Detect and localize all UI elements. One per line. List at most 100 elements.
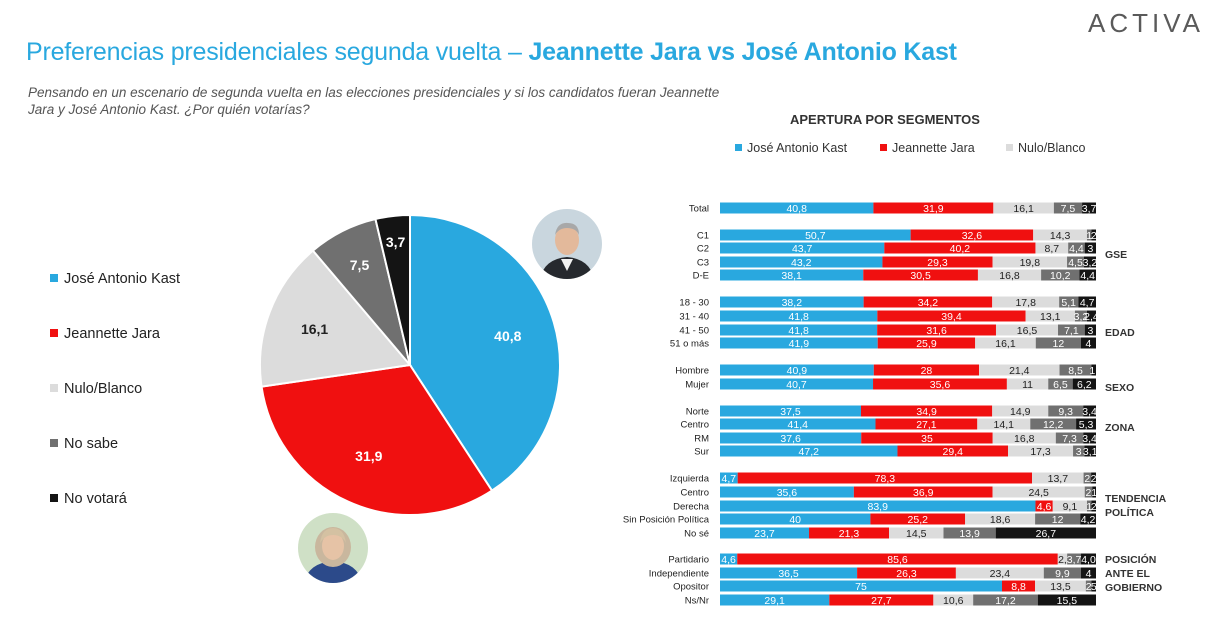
bar-category-label: Ns/Nr <box>685 596 709 607</box>
bar-value-label: 75 <box>855 581 867 593</box>
bar-category-label: RM <box>694 434 709 445</box>
bar-segment-nulo <box>992 486 1085 498</box>
bar-category-label: 41 - 50 <box>679 326 709 337</box>
bar-value-label: 4,6 <box>1037 501 1052 513</box>
bar-segment-kast <box>720 296 864 308</box>
bar-segment-kast <box>720 378 874 390</box>
bar-value-label: 78,3 <box>875 473 896 485</box>
bar-value-label: 23,7 <box>754 528 775 540</box>
bar-value-label: 5 <box>1091 581 1097 593</box>
bar-segment-novotara <box>1084 445 1096 457</box>
bar-category-label: C1 <box>697 231 709 242</box>
bar-category-label: C2 <box>697 244 709 255</box>
bar-value-label: 31,9 <box>923 203 944 215</box>
bar-segment-nulo <box>1033 229 1087 241</box>
bar-value-label: 47,2 <box>799 446 820 458</box>
bar-value-label: 43,2 <box>791 257 812 269</box>
bar-category-label: Centro <box>680 420 709 431</box>
pie-label-novotara: 3,7 <box>386 234 406 250</box>
bar-value-label: 14,9 <box>1010 406 1031 418</box>
bar-segment-nosabe <box>1035 513 1081 525</box>
bar-value-label: 3 <box>1087 243 1093 255</box>
bar-segment-novotara <box>1080 567 1096 579</box>
bar-value-label: 35 <box>921 433 933 445</box>
bar-value-label: 28 <box>921 365 933 377</box>
pie-legend-kast: José Antonio Kast <box>50 271 180 287</box>
pie-slice-jara <box>260 363 494 516</box>
bar-segment-nulo <box>1052 500 1087 512</box>
bar-segment-jara <box>829 594 934 606</box>
bar-segment-novotara <box>1080 513 1096 525</box>
bar-segment-novotara <box>1091 229 1096 241</box>
bar-segment-jara <box>897 445 1009 457</box>
pie-legend-nulo: Nulo/Blanco <box>50 381 142 397</box>
bar-segment-nulo <box>1008 445 1074 457</box>
legend-label: José Antonio Kast <box>747 141 848 155</box>
bar-value-label: 1 <box>1091 487 1097 499</box>
bar-value-label: 43,7 <box>792 243 813 255</box>
bar-value-label: 25,9 <box>916 338 937 350</box>
bar-value-label: 17,2 <box>995 595 1016 607</box>
bar-value-label: 12 <box>1053 338 1065 350</box>
bar-value-label: 85,6 <box>887 554 908 566</box>
bar-category-label: Sin Posición Política <box>623 515 710 526</box>
bar-value-label: 35,6 <box>930 379 951 391</box>
bar-category-label: Sur <box>694 447 709 458</box>
bar-segment-jara <box>737 553 1058 565</box>
title-part-1: Preferencias presidenciales segunda vuel… <box>26 38 529 66</box>
bar-value-label: 2,4 <box>1084 311 1099 323</box>
bar-segment-novotara <box>995 527 1096 539</box>
bar-segment-nosabe <box>1067 256 1084 268</box>
bar-segment-nulo <box>975 337 1036 349</box>
bar-value-label: 6,5 <box>1053 379 1068 391</box>
bar-segment-nulo <box>1035 242 1069 254</box>
bar-segment-nosabe <box>1073 445 1085 457</box>
bar-value-label: 37,6 <box>780 433 801 445</box>
bar-value-label: 3,1 <box>1083 446 1098 458</box>
activa-logo: ACTIVA <box>1088 8 1200 38</box>
title-part-2: Jeannette Jara vs José Antonio Kast <box>528 38 957 66</box>
bar-segment-novotara <box>1072 378 1096 390</box>
bar-value-label: 23,4 <box>990 568 1011 580</box>
bar-value-label: 19,8 <box>1020 257 1041 269</box>
bar-segment-novotara <box>1084 242 1096 254</box>
bar-segment-kast <box>720 202 874 214</box>
bar-value-label: 27,7 <box>871 595 892 607</box>
bar-value-label: 9,3 <box>1058 406 1073 418</box>
bar-segment-jara <box>873 202 994 214</box>
bar-value-label: 1, <box>1089 365 1098 377</box>
bar-segment-kast <box>720 594 830 606</box>
bar-segment-novotara <box>1086 310 1096 322</box>
bar-segment-nosabe <box>943 527 996 539</box>
bar-segment-novotara <box>1091 500 1096 512</box>
bar-value-label: 16,5 <box>1017 325 1038 337</box>
bar-category-label: Izquierda <box>670 474 710 485</box>
bar-segment-nulo <box>977 418 1031 430</box>
bar-value-label: 31,6 <box>926 325 947 337</box>
bar-segment-nulo <box>1025 310 1075 322</box>
bar-value-label: 13,1 <box>1040 311 1061 323</box>
bar-segment-novotara <box>1082 202 1096 214</box>
bar-category-label: Hombre <box>675 366 709 377</box>
bar-segment-nosabe <box>1043 567 1081 579</box>
bar-segment-nosabe <box>1035 337 1081 349</box>
bar-segment-jara <box>884 242 1036 254</box>
bar-segment-nosabe <box>1074 310 1087 322</box>
bar-value-label: 13,7 <box>1048 473 1069 485</box>
bar-value-label: 40,8 <box>786 203 807 215</box>
bar-segment-nosabe <box>1058 324 1085 336</box>
bar-segment-jara <box>861 405 993 417</box>
bar-segment-kast <box>720 324 878 336</box>
bar-segment-nosabe <box>1059 296 1079 308</box>
group-label-edad: EDAD <box>1105 327 1135 339</box>
bar-segment-kast <box>720 229 911 241</box>
bar-value-label: 40,7 <box>786 379 807 391</box>
bar-segment-nosabe <box>1059 364 1092 376</box>
bar-segment-nulo <box>933 594 974 606</box>
pie-legend-nosabe: No sabe <box>50 436 118 452</box>
bar-segment-kast <box>720 432 862 444</box>
bar-segment-novotara <box>1083 432 1096 444</box>
bar-value-label: 14,3 <box>1050 230 1071 242</box>
pie-slice-novotara <box>374 213 411 366</box>
pie-legend-novotara: No votará <box>50 491 127 507</box>
